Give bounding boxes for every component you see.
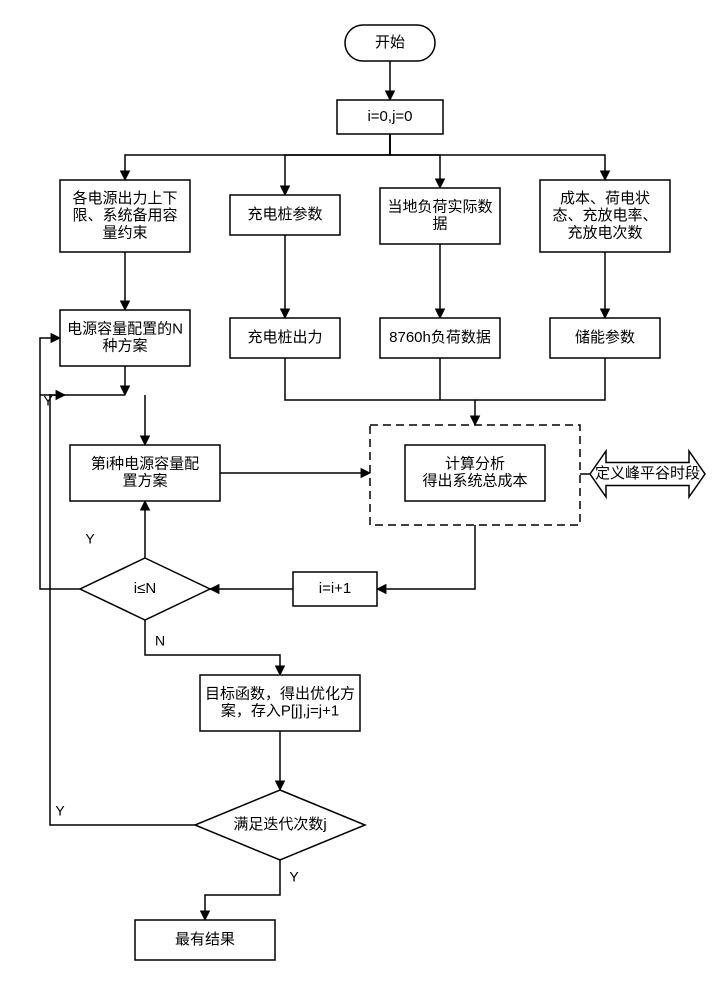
- node-obj: 目标函数，得出优化方案，存入P[j],j=j+1: [200, 675, 360, 731]
- edge-label-diamN_N: N: [155, 633, 165, 649]
- edge-label-diamJ_Y1: Y: [55, 803, 65, 819]
- node-d4: 储能参数: [550, 318, 660, 358]
- node-schemeI: 第i种电源容量配置方案: [70, 445, 220, 501]
- svg-text:目标函数，得出优化方案，存入P[j],j=j+1: 目标函数，得出优化方案，存入P[j],j=j+1: [205, 685, 355, 719]
- svg-text:i=0,j=0: i=0,j=0: [367, 108, 412, 125]
- svg-text:i=i+1: i=i+1: [319, 580, 352, 597]
- node-diamN: i≤N: [80, 558, 210, 620]
- node-c1: 各电源出力上下限、系统备用容量约束: [60, 180, 190, 252]
- edge-15: [377, 525, 475, 589]
- edge-4: [390, 134, 605, 180]
- svg-text:8760h负荷数据: 8760h负荷数据: [389, 329, 491, 346]
- node-calc: 计算分析得出系统总成本: [405, 445, 545, 501]
- node-d2: 充电桩出力: [230, 318, 340, 358]
- svg-text:储能参数: 储能参数: [575, 329, 635, 346]
- edge-11: [285, 358, 475, 425]
- edge-label-line_y: Y: [43, 393, 53, 409]
- svg-text:定义峰平谷时段: 定义峰平谷时段: [595, 465, 700, 482]
- svg-text:开始: 开始: [375, 34, 405, 51]
- edge-label-diamJ_Y2: Y: [289, 869, 299, 885]
- node-inc: i=i+1: [293, 572, 377, 606]
- node-d1: 电源容量配置的N种方案: [60, 310, 190, 366]
- svg-text:成本、荷电状态、充放电率、充放电次数: 成本、荷电状态、充放电率、充放电次数: [552, 190, 657, 242]
- edge-2: [285, 134, 390, 195]
- edge-23: [205, 860, 280, 920]
- svg-text:充电桩参数: 充电桩参数: [247, 206, 322, 223]
- node-init: i=0,j=0: [337, 100, 443, 134]
- node-start: 开始: [345, 25, 435, 61]
- svg-text:充电桩出力: 充电桩出力: [247, 329, 322, 346]
- edge-1: [125, 134, 390, 180]
- node-d3: 8760h负荷数据: [380, 318, 500, 358]
- node-diamJ: 满足迭代次数j: [195, 790, 365, 860]
- node-c2: 充电桩参数: [230, 195, 340, 235]
- edge-13: [475, 358, 605, 400]
- edge-19: [145, 620, 280, 675]
- node-c4: 成本、荷电状态、充放电率、充放电次数: [540, 180, 670, 252]
- svg-text:最有结果: 最有结果: [175, 931, 235, 948]
- svg-text:i≤N: i≤N: [134, 580, 156, 597]
- node-c3: 当地负荷实际数据: [380, 188, 500, 244]
- node-peak: 定义峰平谷时段: [590, 451, 705, 497]
- edge-label-diamN_Y: Y: [85, 531, 95, 547]
- node-result: 最有结果: [135, 920, 275, 960]
- svg-text:满足迭代次数j: 满足迭代次数j: [233, 816, 326, 833]
- edge-3: [390, 134, 440, 188]
